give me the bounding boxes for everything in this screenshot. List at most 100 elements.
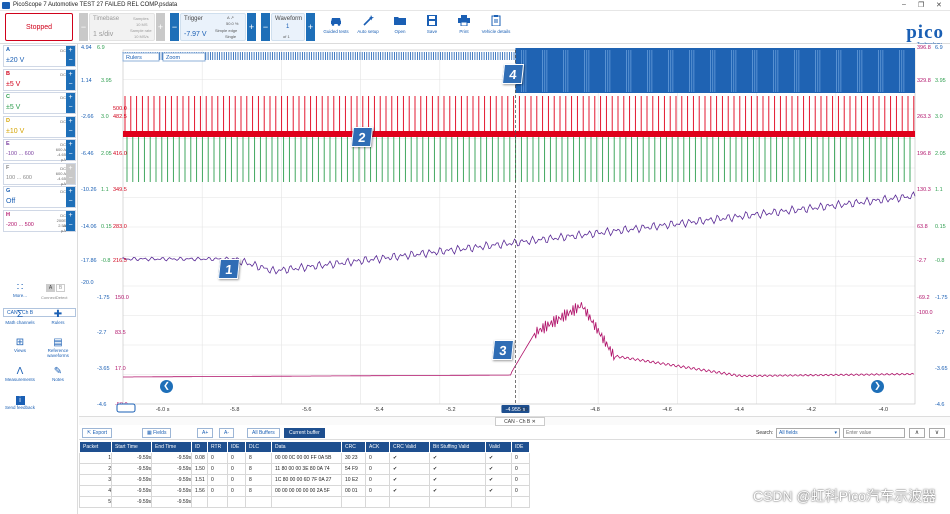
channel-down-button[interactable]: − bbox=[68, 151, 73, 158]
search-input[interactable] bbox=[843, 428, 905, 438]
current-buffer-button[interactable]: Current buffer bbox=[284, 428, 325, 438]
column-header[interactable]: IDE bbox=[227, 441, 246, 453]
table-cell: 0 bbox=[227, 463, 246, 475]
trigger-decrease-button[interactable]: − bbox=[170, 13, 179, 41]
channel-range: 100 ... 600 bbox=[6, 174, 32, 181]
channel-a-control[interactable]: A ±20 V DC + − bbox=[3, 45, 76, 67]
vehicle-details-button[interactable]: Vehicle details bbox=[480, 13, 512, 41]
table-row[interactable]: 2 -9.59s -9.59s 1.50 0 0 8 11 80 00 00 3E 80 0A… bbox=[79, 463, 530, 475]
trigger-control[interactable]: Trigger -7.97 V A ↗ 50.0 % Simple edge S… bbox=[180, 13, 246, 41]
reference-waveforms-tool[interactable]: ▤ Reference waveforms bbox=[39, 337, 77, 358]
table-row[interactable]: 4 -9.59s -9.59s 1.56 0 0 8 00 00 00 00 00 00 2A… bbox=[79, 485, 530, 497]
search-next-button[interactable]: ∨ bbox=[929, 428, 945, 438]
all-buffers-button[interactable]: All Buffers bbox=[247, 428, 280, 438]
column-header[interactable]: Start Time bbox=[111, 441, 152, 453]
can-decode-label[interactable]: CAN - Ch B bbox=[3, 308, 76, 317]
channel-g-control[interactable]: G Off DC + − bbox=[3, 186, 76, 208]
channel-g-stepper[interactable]: + − bbox=[66, 187, 75, 207]
table-row[interactable]: 5 -9.59s -9.59s bbox=[79, 496, 530, 508]
start-stop-button[interactable]: Stopped bbox=[5, 13, 73, 41]
export-button[interactable]: ⇱ Export bbox=[82, 428, 113, 438]
rulers-tool[interactable]: ✚ Rulers bbox=[39, 309, 77, 325]
channel-up-button[interactable]: + bbox=[68, 164, 73, 172]
measurements-tool[interactable]: Λ Measurements bbox=[1, 366, 39, 382]
table-row[interactable]: 1 -9.59s -9.59s 0.08 0 0 8 00 00 0C 00 00 FF 0A… bbox=[79, 452, 530, 464]
views-tool[interactable]: ⊞ Views bbox=[1, 337, 39, 353]
trigger-increase-button[interactable]: + bbox=[247, 13, 256, 41]
can-view-tab[interactable]: CAN - Ch B ✕ bbox=[495, 417, 545, 426]
guided-tests-button[interactable]: Guided tests bbox=[320, 13, 352, 41]
notes-tool[interactable]: ✎ Notes bbox=[39, 366, 77, 382]
channel-up-button[interactable]: + bbox=[68, 70, 73, 78]
app-logo-icon bbox=[2, 2, 10, 9]
print-button[interactable]: Print bbox=[448, 13, 480, 41]
more-tool[interactable]: ∷ More... bbox=[1, 282, 39, 298]
channel-up-button[interactable]: + bbox=[68, 211, 73, 219]
annotation-badge-4: 4 bbox=[501, 64, 525, 84]
save-button[interactable]: Save bbox=[416, 13, 448, 41]
column-header[interactable]: ID bbox=[191, 441, 208, 453]
send-feedback-tool[interactable]: i Send feedback bbox=[1, 394, 39, 410]
font-increase-button[interactable]: A+ bbox=[197, 428, 214, 438]
channel-h-control[interactable]: H -200 ... 500 DC 200E A 2.50 μA + − bbox=[3, 209, 76, 233]
column-header[interactable]: IDE bbox=[511, 441, 530, 453]
auto-setup-button[interactable]: Auto setup bbox=[352, 13, 384, 41]
waveform-control[interactable]: Waveform 1 of 1 bbox=[271, 13, 305, 41]
maximize-icon[interactable]: ❐ bbox=[918, 2, 925, 9]
open-button[interactable]: Open bbox=[384, 13, 416, 41]
close-tab-icon[interactable]: ✕ bbox=[531, 419, 536, 425]
timebase-increase-button[interactable]: + bbox=[156, 13, 165, 41]
column-header[interactable]: Valid bbox=[485, 441, 512, 453]
timebase-control[interactable]: Timebase 1 s/div Samples 10 MS Sample ra… bbox=[89, 13, 155, 41]
channel-d-control[interactable]: D ±10 V DC + − bbox=[3, 115, 76, 138]
column-header[interactable]: Data bbox=[271, 441, 342, 453]
column-header[interactable]: RTR bbox=[207, 441, 228, 453]
scroll-right-button[interactable]: ❯ bbox=[871, 380, 884, 393]
scope-view[interactable]: -4.955 s Rulers Zoom 4.94 6.9 396.8 6.9 1.14 3.9… bbox=[79, 44, 950, 416]
column-header[interactable]: ACK bbox=[365, 441, 390, 453]
channel-d-stepper[interactable]: + − bbox=[66, 116, 75, 137]
channel-up-button[interactable]: + bbox=[68, 47, 73, 54]
channel-c-control[interactable]: C ±5 V DC + − bbox=[3, 92, 76, 114]
channel-down-button[interactable]: − bbox=[68, 221, 73, 229]
channel-down-button[interactable]: − bbox=[68, 174, 73, 182]
column-header[interactable]: CRC Valid bbox=[389, 441, 430, 453]
channel-f-control[interactable]: F 100 ... 600 DC 600 A -4.65 μA + − bbox=[3, 162, 76, 186]
scroll-left-button[interactable]: ❮ bbox=[160, 380, 173, 393]
channel-up-button[interactable]: + bbox=[68, 94, 73, 101]
channel-b-stepper[interactable]: + − bbox=[66, 69, 75, 90]
channel-down-button[interactable]: − bbox=[68, 57, 73, 64]
waveform-previous-button[interactable]: − bbox=[261, 13, 270, 41]
column-header[interactable]: CRC bbox=[341, 441, 366, 453]
waveform-next-button[interactable]: + bbox=[306, 13, 315, 41]
channel-up-button[interactable]: + bbox=[68, 141, 73, 148]
column-header[interactable]: Bit Stuffing Valid bbox=[429, 441, 486, 453]
table-row[interactable]: 3 -9.59s -9.59s 1.51 0 0 8 1C 80 00 00 6D 7F 0A… bbox=[79, 474, 530, 486]
channel-down-button[interactable]: − bbox=[68, 80, 73, 88]
channel-up-button[interactable]: + bbox=[68, 117, 73, 125]
channel-e-stepper[interactable]: + − bbox=[66, 140, 75, 160]
timebase-decrease-button[interactable]: − bbox=[79, 13, 88, 41]
channel-f-stepper[interactable]: + − bbox=[66, 163, 75, 184]
channel-a-stepper[interactable]: + − bbox=[66, 46, 75, 66]
math-channels-tool[interactable]: Σ Math channels bbox=[1, 309, 39, 325]
search-previous-button[interactable]: ∧ bbox=[909, 428, 925, 438]
column-header[interactable]: End Time bbox=[151, 441, 192, 453]
channel-down-button[interactable]: − bbox=[68, 198, 73, 205]
column-header[interactable]: DLC bbox=[245, 441, 272, 453]
close-icon[interactable]: ✕ bbox=[936, 2, 942, 9]
font-decrease-button[interactable]: A- bbox=[219, 428, 234, 438]
column-header[interactable]: Packet bbox=[79, 441, 112, 453]
search-scope-select[interactable]: All fields ▾ bbox=[776, 428, 840, 438]
channel-b-control[interactable]: B ±5 V DC + − bbox=[3, 68, 76, 91]
minimize-icon[interactable]: – bbox=[902, 1, 906, 8]
channel-down-button[interactable]: − bbox=[68, 104, 73, 111]
fields-button[interactable]: ▦ Fields bbox=[142, 428, 172, 438]
channel-h-stepper[interactable]: + − bbox=[66, 210, 75, 231]
channel-c-stepper[interactable]: + − bbox=[66, 93, 75, 113]
channel-down-button[interactable]: − bbox=[68, 127, 73, 135]
channel-e-control[interactable]: E -100 ... 600 DC 600 A -4.65 μA + − bbox=[3, 139, 76, 162]
channel-up-button[interactable]: + bbox=[68, 188, 73, 195]
